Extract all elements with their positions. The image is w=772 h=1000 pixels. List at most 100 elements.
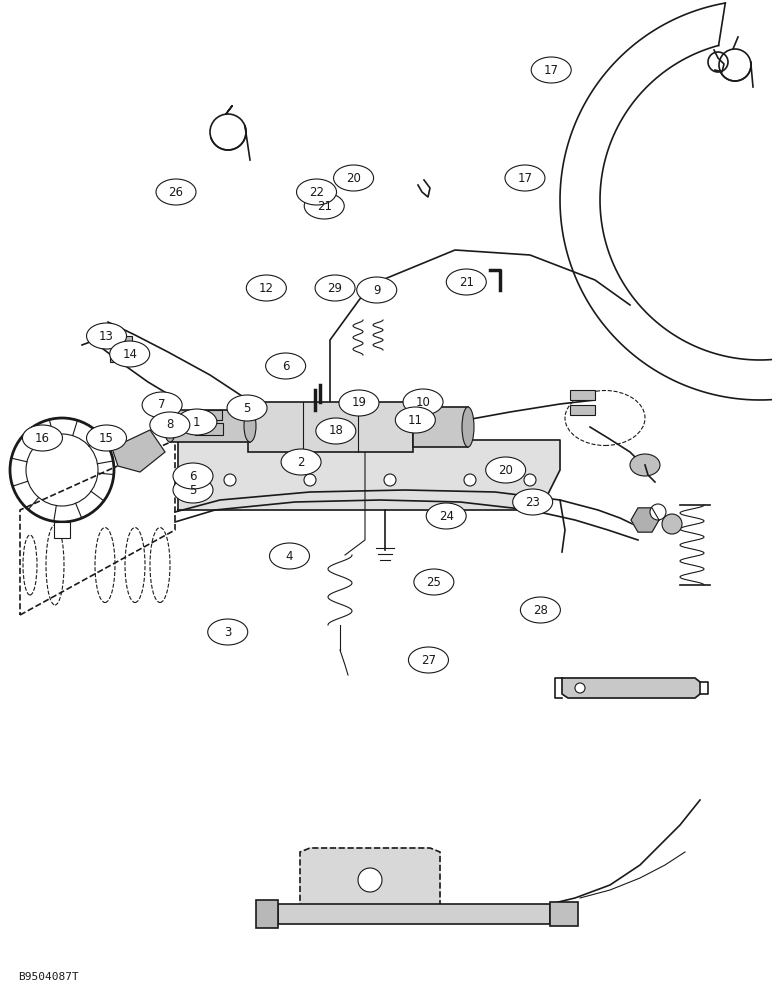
Text: 10: 10 [415, 395, 431, 408]
Ellipse shape [520, 597, 560, 623]
Text: 6: 6 [282, 360, 290, 372]
Text: 8: 8 [166, 418, 174, 432]
Ellipse shape [22, 425, 63, 451]
Text: 22: 22 [309, 186, 324, 198]
Text: 20: 20 [498, 464, 513, 477]
Ellipse shape [142, 392, 182, 418]
Text: 23: 23 [525, 495, 540, 508]
Bar [570, 390, 595, 400]
Circle shape [650, 504, 666, 520]
Ellipse shape [339, 390, 379, 416]
Ellipse shape [486, 457, 526, 483]
Ellipse shape [246, 275, 286, 301]
Ellipse shape [304, 193, 344, 219]
Bar [570, 405, 595, 415]
Ellipse shape [408, 647, 449, 673]
Ellipse shape [110, 341, 150, 367]
Ellipse shape [513, 489, 553, 515]
Polygon shape [300, 848, 440, 912]
Text: 21: 21 [459, 275, 474, 288]
Ellipse shape [334, 165, 374, 191]
Text: 21: 21 [317, 200, 332, 213]
Text: 17: 17 [543, 64, 559, 77]
Text: 11: 11 [408, 414, 423, 426]
Text: 29: 29 [327, 282, 343, 294]
Circle shape [662, 514, 682, 534]
Ellipse shape [357, 277, 397, 303]
Text: 19: 19 [351, 396, 367, 410]
Text: 13: 13 [99, 330, 114, 342]
Text: 20: 20 [346, 172, 361, 184]
Text: 5: 5 [189, 484, 197, 496]
Text: 28: 28 [533, 603, 548, 616]
Text: 2: 2 [297, 456, 305, 468]
Ellipse shape [462, 407, 474, 447]
Bar [170, 410, 250, 442]
Ellipse shape [316, 418, 356, 444]
Circle shape [358, 868, 382, 892]
Polygon shape [112, 430, 165, 472]
Polygon shape [178, 440, 560, 510]
Text: 4: 4 [286, 550, 293, 562]
Text: 27: 27 [421, 654, 436, 666]
Ellipse shape [630, 454, 660, 476]
Ellipse shape [164, 410, 176, 442]
Ellipse shape [177, 409, 217, 435]
Text: 14: 14 [122, 348, 137, 360]
Circle shape [304, 474, 316, 486]
Circle shape [224, 474, 236, 486]
Ellipse shape [86, 323, 127, 349]
Text: 5: 5 [243, 401, 251, 414]
Polygon shape [631, 508, 659, 532]
Bar [54, 522, 70, 538]
Bar [550, 902, 578, 926]
Circle shape [384, 474, 396, 486]
Text: 26: 26 [168, 186, 184, 198]
Text: 9: 9 [373, 284, 381, 296]
Ellipse shape [446, 269, 486, 295]
Text: B9504087T: B9504087T [18, 972, 79, 982]
Ellipse shape [269, 543, 310, 569]
Ellipse shape [315, 275, 355, 301]
Ellipse shape [227, 395, 267, 421]
Ellipse shape [266, 353, 306, 379]
Text: 25: 25 [426, 576, 442, 588]
Ellipse shape [150, 412, 190, 438]
Bar [278, 904, 550, 924]
Ellipse shape [403, 389, 443, 415]
Ellipse shape [426, 503, 466, 529]
Bar [248, 402, 413, 452]
Text: 3: 3 [224, 626, 232, 639]
Bar [100, 336, 132, 348]
Ellipse shape [414, 569, 454, 595]
Ellipse shape [156, 179, 196, 205]
Ellipse shape [208, 619, 248, 645]
Ellipse shape [281, 449, 321, 475]
Text: 17: 17 [517, 172, 533, 184]
Bar [256, 900, 278, 928]
Text: 6: 6 [189, 470, 197, 483]
Ellipse shape [173, 463, 213, 489]
Text: 16: 16 [35, 432, 50, 444]
Text: 1: 1 [193, 416, 201, 428]
Ellipse shape [173, 477, 213, 503]
Bar [195, 423, 223, 435]
Ellipse shape [86, 425, 127, 451]
Text: 15: 15 [99, 432, 114, 444]
Ellipse shape [296, 179, 337, 205]
Ellipse shape [244, 410, 256, 442]
Circle shape [524, 474, 536, 486]
Polygon shape [562, 678, 700, 698]
Text: 12: 12 [259, 282, 274, 294]
Ellipse shape [531, 57, 571, 83]
Circle shape [464, 474, 476, 486]
Text: 24: 24 [438, 510, 454, 522]
Text: 7: 7 [158, 398, 166, 412]
Ellipse shape [395, 407, 435, 433]
Bar [110, 350, 142, 362]
Circle shape [575, 683, 585, 693]
Bar [413, 407, 468, 447]
Text: 18: 18 [328, 424, 344, 438]
Bar [200, 410, 222, 420]
Ellipse shape [505, 165, 545, 191]
